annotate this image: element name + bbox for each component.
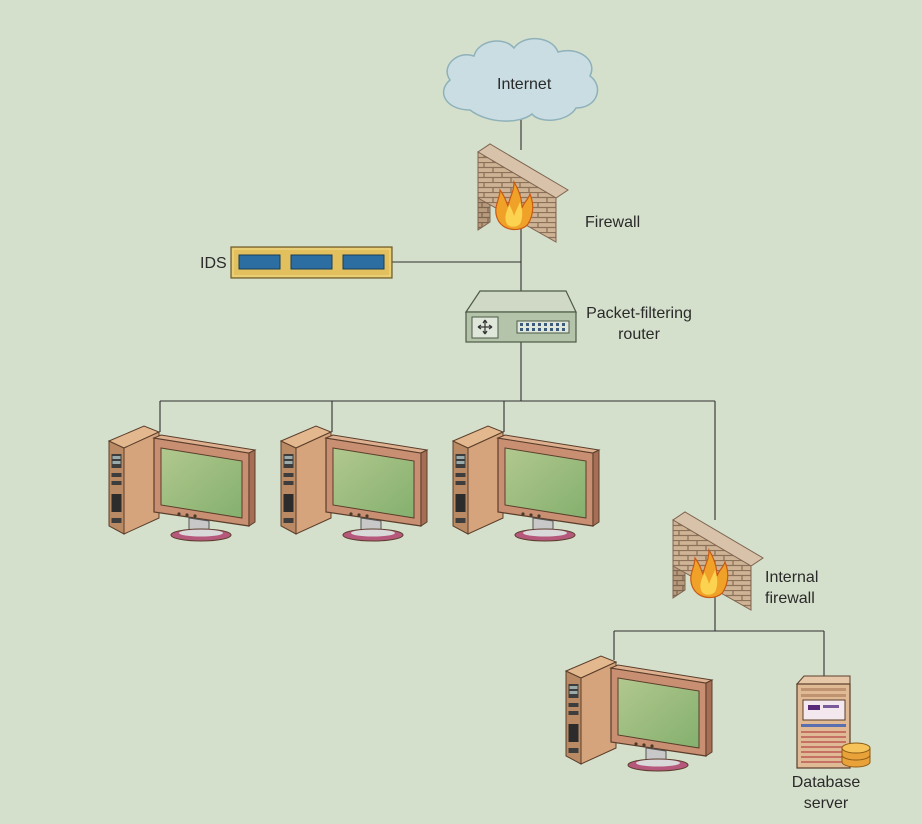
desktop-computer-icon xyxy=(565,655,713,772)
internet-label: Internet xyxy=(497,76,552,93)
internal-firewall-label: Internal firewall xyxy=(765,567,818,609)
database-server-label-line1: Database xyxy=(791,774,861,791)
internal-firewall-label-line1: Internal xyxy=(765,569,819,586)
ids-label: IDS xyxy=(200,255,227,272)
desktop-computer-icon xyxy=(280,425,428,542)
brick-firewall-icon xyxy=(672,511,764,611)
connection-lines xyxy=(159,118,825,678)
brick-firewall-icon xyxy=(477,143,569,243)
ids-appliance-icon xyxy=(230,246,393,279)
router-label: Packet-filtering router xyxy=(580,303,698,345)
internal-firewall-label-line2: firewall xyxy=(765,590,815,607)
database-server-icon xyxy=(795,675,871,769)
cloud-icon xyxy=(443,38,599,122)
desktop-computer-icon xyxy=(452,425,600,542)
firewall-label: Firewall xyxy=(585,214,641,231)
router-label-line1: Packet-filtering xyxy=(586,305,692,322)
router-label-line2: router xyxy=(618,326,660,343)
database-server-label: Database server xyxy=(782,772,870,814)
database-server-label-line2: server xyxy=(803,795,849,812)
router-icon xyxy=(464,290,577,343)
desktop-computer-icon xyxy=(108,425,256,542)
